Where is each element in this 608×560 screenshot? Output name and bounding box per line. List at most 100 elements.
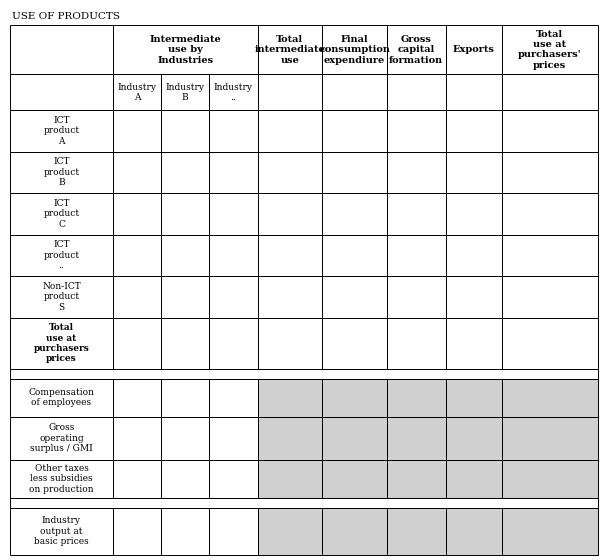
Bar: [322, 193, 387, 235]
Text: Industry
A: Industry A: [117, 82, 156, 102]
Bar: [258, 379, 322, 417]
Bar: [387, 460, 446, 498]
Bar: [209, 276, 258, 318]
Bar: [209, 379, 258, 417]
Bar: [258, 318, 322, 369]
Text: Industry
B: Industry B: [166, 82, 205, 102]
Text: ICT
product
B: ICT product B: [43, 157, 80, 187]
Bar: [113, 379, 161, 417]
Bar: [322, 507, 387, 555]
Bar: [387, 193, 446, 235]
Bar: [209, 235, 258, 276]
Bar: [502, 25, 598, 74]
Bar: [387, 152, 446, 193]
Bar: [113, 25, 258, 74]
Bar: [258, 417, 322, 460]
Bar: [322, 25, 387, 74]
Bar: [10, 498, 598, 507]
Bar: [446, 276, 502, 318]
Bar: [113, 152, 161, 193]
Text: ICT
product
C: ICT product C: [43, 199, 80, 229]
Bar: [258, 235, 322, 276]
Bar: [446, 507, 502, 555]
Bar: [322, 152, 387, 193]
Bar: [161, 193, 209, 235]
Bar: [387, 507, 446, 555]
Bar: [209, 460, 258, 498]
Bar: [161, 276, 209, 318]
Bar: [322, 417, 387, 460]
Bar: [10, 193, 113, 235]
Bar: [446, 379, 502, 417]
Bar: [387, 74, 446, 110]
Bar: [446, 318, 502, 369]
Bar: [10, 235, 113, 276]
Bar: [387, 379, 446, 417]
Text: Industry
..: Industry ..: [214, 82, 253, 102]
Bar: [161, 417, 209, 460]
Bar: [502, 152, 598, 193]
Bar: [502, 460, 598, 498]
Bar: [446, 235, 502, 276]
Text: Total
use at
purchasers
prices: Total use at purchasers prices: [33, 323, 89, 363]
Bar: [258, 25, 322, 74]
Bar: [113, 417, 161, 460]
Bar: [209, 507, 258, 555]
Bar: [446, 379, 502, 417]
Bar: [258, 152, 322, 193]
Bar: [258, 417, 322, 460]
Text: Other taxes
less subsidies
on production: Other taxes less subsidies on production: [29, 464, 94, 494]
Bar: [322, 460, 387, 498]
Bar: [387, 417, 446, 460]
Bar: [322, 507, 387, 555]
Bar: [113, 507, 161, 555]
Bar: [113, 235, 161, 276]
Bar: [161, 152, 209, 193]
Text: USE OF PRODUCTS: USE OF PRODUCTS: [12, 12, 120, 21]
Bar: [258, 507, 322, 555]
Bar: [258, 193, 322, 235]
Bar: [258, 460, 322, 498]
Text: Gross
operating
surplus / GMI: Gross operating surplus / GMI: [30, 423, 93, 453]
Bar: [258, 276, 322, 318]
Text: ICT
product
A: ICT product A: [43, 116, 80, 146]
Text: Compensation
of employees: Compensation of employees: [29, 388, 94, 408]
Bar: [258, 379, 322, 417]
Bar: [161, 460, 209, 498]
Bar: [322, 379, 387, 417]
Bar: [446, 460, 502, 498]
Bar: [387, 460, 446, 498]
Bar: [446, 507, 502, 555]
Bar: [502, 235, 598, 276]
Bar: [387, 110, 446, 152]
Text: Exports: Exports: [453, 45, 494, 54]
Bar: [502, 460, 598, 498]
Bar: [209, 193, 258, 235]
Bar: [502, 507, 598, 555]
Bar: [10, 369, 598, 379]
Bar: [446, 110, 502, 152]
Bar: [322, 417, 387, 460]
Bar: [10, 379, 113, 417]
Bar: [502, 507, 598, 555]
Bar: [10, 25, 113, 74]
Bar: [113, 276, 161, 318]
Bar: [10, 74, 113, 110]
Text: Intermediate
use by
Industries: Intermediate use by Industries: [150, 35, 221, 64]
Bar: [502, 193, 598, 235]
Bar: [502, 318, 598, 369]
Bar: [387, 235, 446, 276]
Bar: [322, 379, 387, 417]
Bar: [322, 318, 387, 369]
Bar: [502, 74, 598, 110]
Bar: [322, 110, 387, 152]
Bar: [502, 379, 598, 417]
Bar: [10, 460, 113, 498]
Text: Total
use at
purchasers'
prices: Total use at purchasers' prices: [518, 30, 582, 70]
Bar: [446, 460, 502, 498]
Bar: [209, 417, 258, 460]
Bar: [113, 74, 161, 110]
Bar: [161, 507, 209, 555]
Bar: [502, 379, 598, 417]
Text: Final
consumption
expendiure: Final consumption expendiure: [319, 35, 390, 64]
